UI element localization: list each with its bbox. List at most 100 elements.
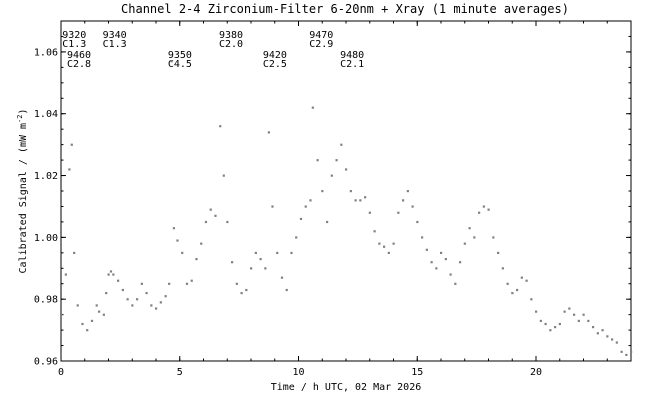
data-point: [520, 276, 523, 279]
flare-class: C4.5: [168, 59, 192, 70]
flare-class: C2.9: [309, 39, 333, 50]
data-point: [219, 125, 222, 128]
data-point: [136, 298, 139, 301]
y-tick-label: 1.02: [34, 171, 58, 182]
y-tick-label: 1.00: [34, 233, 58, 244]
data-points: [60, 60, 633, 357]
data-point: [267, 131, 271, 134]
data-point: [630, 350, 633, 353]
flare-number: 9470: [309, 30, 333, 41]
data-point: [402, 199, 405, 202]
data-point: [245, 288, 248, 292]
data-point: [235, 282, 238, 285]
data-point: [304, 205, 307, 208]
flare-number: 9460: [67, 50, 91, 61]
data-point: [145, 292, 148, 295]
data-point: [340, 143, 343, 146]
x-tick-label: 20: [530, 367, 542, 378]
data-point: [254, 251, 257, 255]
data-point: [449, 273, 452, 276]
data-point: [222, 174, 225, 177]
data-point: [264, 267, 267, 270]
data-point: [573, 313, 576, 316]
data-point: [568, 307, 571, 310]
data-point: [95, 304, 98, 307]
data-point: [387, 251, 390, 255]
data-point: [444, 258, 447, 261]
data-point: [150, 304, 153, 307]
data-point: [411, 205, 414, 208]
data-point: [468, 227, 471, 230]
y-tick-label: 0.98: [34, 295, 58, 306]
data-point: [516, 288, 519, 292]
data-point: [478, 211, 481, 214]
data-point: [107, 273, 110, 276]
y-axis-label-suffix: ): [18, 109, 29, 115]
data-point: [311, 106, 314, 109]
data-point: [530, 298, 533, 301]
data-point: [112, 273, 115, 276]
data-point: [86, 329, 89, 332]
data-point: [606, 335, 609, 338]
data-point: [392, 242, 395, 245]
data-point: [454, 282, 457, 285]
data-point: [121, 288, 124, 292]
data-point: [309, 199, 312, 202]
data-point: [492, 236, 495, 239]
data-point: [81, 322, 84, 326]
data-point: [383, 245, 386, 248]
data-point: [73, 251, 76, 255]
y-axis-label: Calibrated Signal / (mW m-2): [16, 109, 29, 274]
x-tick-label: 5: [177, 367, 183, 378]
data-point: [620, 350, 623, 353]
data-point: [506, 282, 509, 285]
data-point: [459, 261, 462, 264]
y-tick-label: 1.04: [34, 109, 58, 120]
y-tick-label: 0.96: [34, 357, 58, 368]
data-point: [90, 319, 94, 323]
data-point: [511, 292, 514, 295]
flare-number: 9350: [168, 50, 192, 61]
data-point: [592, 326, 595, 329]
data-point: [190, 279, 193, 282]
chart-title: Channel 2-4 Zirconium-Filter 6-20nm + Xr…: [121, 2, 569, 16]
data-point: [563, 310, 566, 313]
data-point: [290, 251, 293, 255]
data-point: [359, 199, 362, 202]
data-point: [482, 205, 485, 208]
data-point: [181, 251, 184, 255]
data-point: [321, 190, 324, 193]
data-point: [463, 242, 466, 245]
x-tick-label: 15: [411, 367, 423, 378]
flare-class: C2.1: [340, 59, 364, 70]
data-point: [558, 322, 561, 326]
data-point: [421, 236, 424, 239]
flare-class: C2.5: [263, 59, 287, 70]
data-point: [155, 307, 158, 310]
data-point: [209, 208, 212, 211]
data-point: [60, 313, 63, 316]
data-point: [299, 217, 303, 221]
data-point: [240, 292, 243, 295]
data-point: [497, 251, 500, 255]
data-point: [440, 251, 443, 255]
data-point: [231, 261, 234, 264]
data-point: [214, 214, 217, 217]
data-point: [397, 211, 400, 214]
data-point: [131, 304, 134, 307]
data-point: [549, 329, 552, 332]
data-point: [102, 313, 105, 316]
data-point: [168, 282, 171, 285]
data-point: [68, 168, 71, 171]
y-axis-label-main: Calibrated Signal / (mW m: [18, 123, 29, 274]
data-point: [271, 205, 274, 208]
data-point: [176, 239, 179, 242]
plot-frame: [60, 20, 632, 362]
x-tick-label: 10: [292, 367, 304, 378]
data-point: [539, 319, 542, 323]
flare-number: 9320: [62, 30, 86, 41]
data-point: [76, 304, 79, 307]
data-point: [200, 242, 203, 245]
data-point: [535, 310, 538, 313]
